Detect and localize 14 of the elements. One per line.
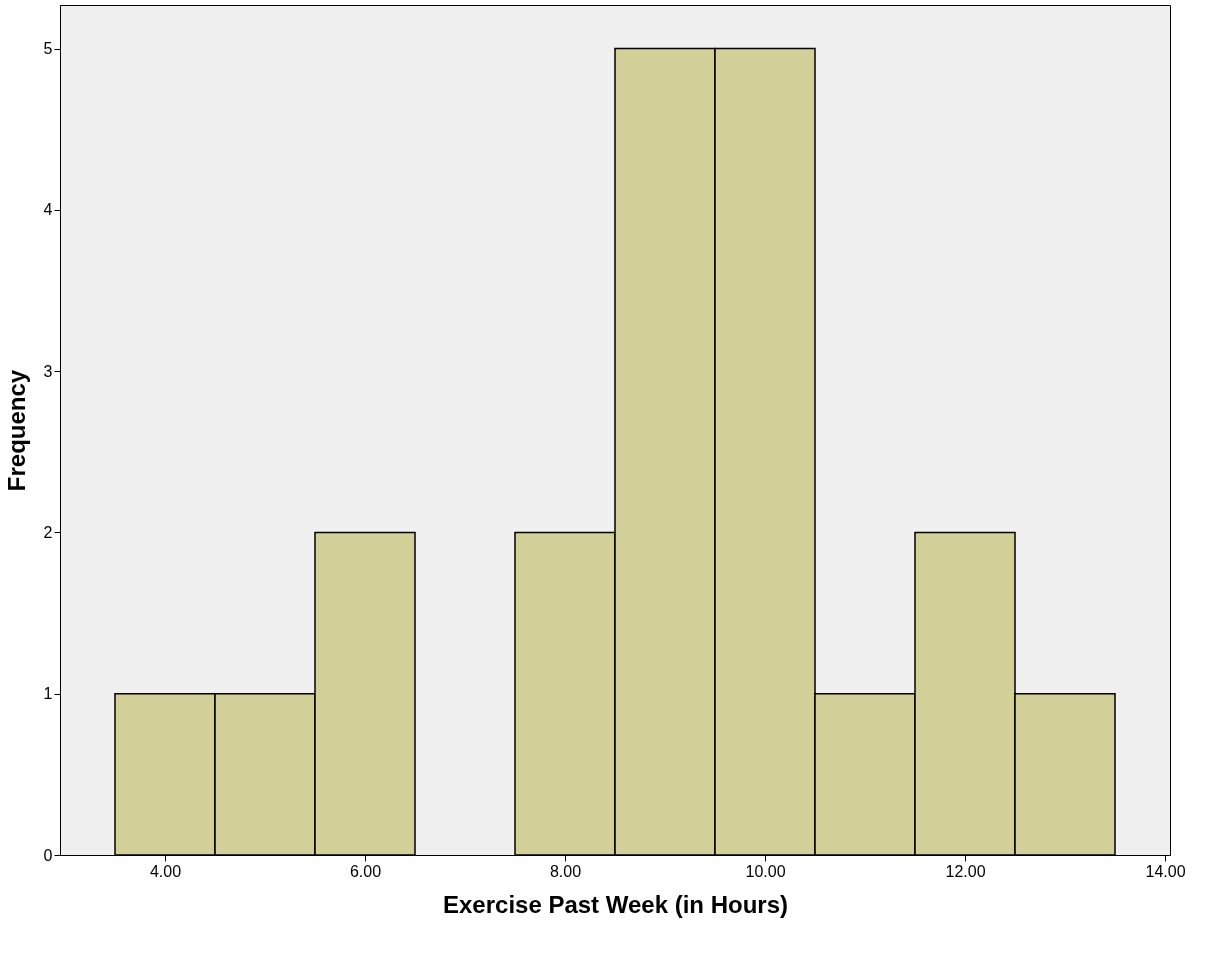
x-tick-label: 12.00 xyxy=(945,862,986,880)
y-tick-label: 3 xyxy=(43,362,53,380)
y-axis-title: Frequency xyxy=(2,369,30,492)
x-axis-title: Exercise Past Week (in Hours) xyxy=(442,890,789,918)
y-tick-label: 2 xyxy=(43,523,53,541)
y-tick-label: 5 xyxy=(43,40,53,58)
x-tick-label: 6.00 xyxy=(349,862,382,880)
x-tick-label: 10.00 xyxy=(745,862,786,880)
x-tick-label: 14.00 xyxy=(1145,862,1186,880)
y-tick-label: 1 xyxy=(43,685,53,703)
y-tick-label: 4 xyxy=(43,201,53,219)
x-tick-label: 4.00 xyxy=(149,862,182,880)
x-tick-label: 8.00 xyxy=(549,862,582,880)
y-tick-label: 0 xyxy=(43,846,53,864)
